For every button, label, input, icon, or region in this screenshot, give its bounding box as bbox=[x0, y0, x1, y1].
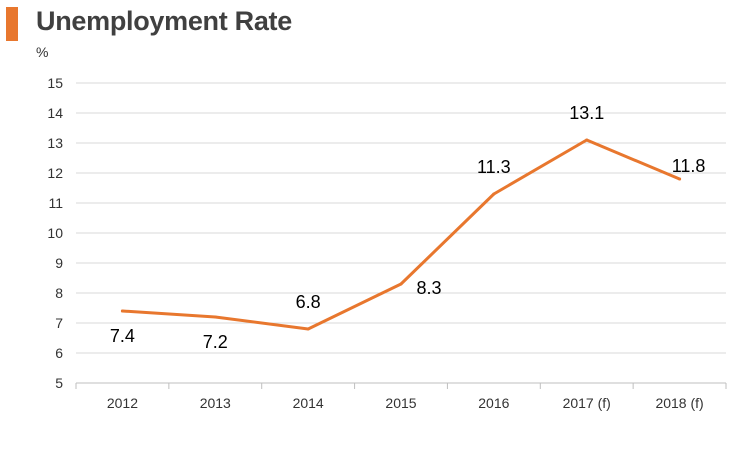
y-tick-label: 9 bbox=[55, 255, 63, 271]
data-point bbox=[120, 309, 124, 313]
x-tick-label: 2015 bbox=[385, 395, 416, 411]
data-label: 8.3 bbox=[416, 278, 441, 298]
data-point bbox=[585, 138, 589, 142]
x-tick-label: 2014 bbox=[293, 395, 324, 411]
y-tick-label: 7 bbox=[55, 315, 63, 331]
data-point bbox=[678, 177, 682, 181]
y-tick-label: 13 bbox=[47, 135, 63, 151]
y-axis-ticks: 5 6 7 8 9 10 11 12 13 14 15 bbox=[47, 75, 63, 391]
y-tick-label: 10 bbox=[47, 225, 63, 241]
data-label: 11.8 bbox=[672, 156, 706, 176]
x-axis-ticks: 2012 2013 2014 2015 2016 2017 (f) 2018 (f) bbox=[107, 395, 704, 411]
y-tick-label: 14 bbox=[47, 105, 63, 121]
data-labels: 7.4 7.2 6.8 8.3 11.3 13.1 11.8 bbox=[110, 103, 706, 352]
x-tick-label: 2012 bbox=[107, 395, 138, 411]
y-tick-label: 5 bbox=[55, 375, 63, 391]
y-tick-label: 11 bbox=[48, 195, 63, 211]
chart-title: Unemployment Rate bbox=[36, 6, 292, 36]
data-point bbox=[492, 192, 496, 196]
data-label: 7.2 bbox=[203, 332, 228, 352]
x-tick-label: 2017 (f) bbox=[563, 395, 611, 411]
series-line bbox=[120, 138, 682, 331]
y-tick-label: 15 bbox=[47, 75, 63, 91]
series-group bbox=[120, 138, 682, 331]
y-axis-unit-label: % bbox=[36, 44, 49, 60]
y-tick-label: 6 bbox=[55, 345, 63, 361]
x-tick-label: 2018 (f) bbox=[655, 395, 703, 411]
data-label: 7.4 bbox=[110, 326, 135, 346]
y-tick-label: 8 bbox=[55, 285, 63, 301]
x-tick-label: 2013 bbox=[200, 395, 231, 411]
data-point bbox=[306, 327, 310, 331]
data-point bbox=[213, 315, 217, 319]
title-accent-bar bbox=[6, 7, 18, 41]
data-label: 11.3 bbox=[477, 157, 511, 177]
x-tick-label: 2016 bbox=[478, 395, 509, 411]
gridlines bbox=[75, 82, 727, 389]
data-label: 13.1 bbox=[569, 103, 604, 123]
data-point bbox=[399, 282, 403, 286]
y-tick-label: 12 bbox=[47, 165, 63, 181]
data-label: 6.8 bbox=[296, 292, 321, 312]
